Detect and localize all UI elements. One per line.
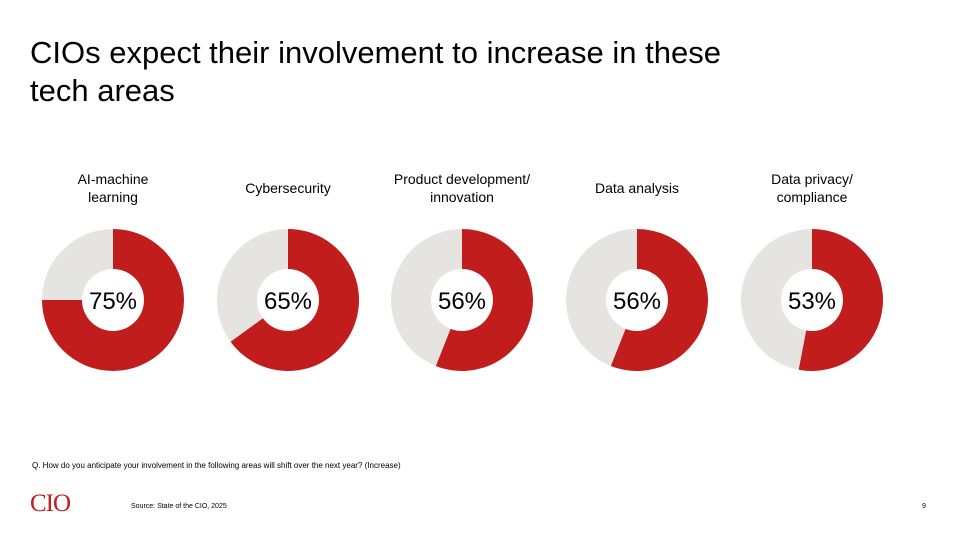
donut-remainder-slice (741, 229, 812, 370)
donut-value-slice (610, 229, 708, 371)
donut-chart-2: Cybersecurity 65% (208, 160, 368, 380)
donut-value-label: 56% (613, 288, 661, 315)
donut-category-label: Cybersecurity (245, 180, 331, 196)
donut-svg: 56% (391, 229, 533, 371)
donut-remainder-slice (566, 229, 637, 367)
donut-category-label: Data privacy/ compliance (771, 171, 853, 205)
donut-value-label: 56% (438, 288, 486, 315)
donut-chart-1: AI-machine learning 75% (33, 160, 193, 380)
survey-question: Q. How do you anticipate your involvemen… (32, 461, 401, 470)
donut-category-label: AI-machine learning (77, 171, 149, 205)
donut-chart-4: Data analysis 56% (557, 160, 717, 380)
donut-svg: 65% (217, 229, 359, 371)
donut-svg: 53% (741, 229, 883, 371)
cio-logo: CIO (30, 490, 71, 517)
donut-remainder-slice (391, 229, 462, 367)
donut-chart-5: Data privacy/ compliance 53% (732, 160, 892, 380)
donut-category-label: Data analysis (594, 180, 680, 196)
donut-value-slice (798, 229, 883, 371)
donut-value-label: 75% (89, 288, 137, 315)
donut-chart-3: Product development/ innovation 56% (382, 160, 542, 380)
page-number: 9 (922, 503, 926, 510)
donut-value-slice (230, 229, 359, 371)
donut-remainder-slice (217, 229, 288, 342)
donut-svg: 56% (566, 229, 708, 371)
donut-value-slice (435, 229, 533, 371)
donut-remainder-slice (42, 229, 113, 300)
donut-value-label: 65% (264, 288, 312, 315)
donut-svg: 75% (42, 229, 184, 371)
donut-value-label: 53% (788, 288, 836, 315)
slide-title: CIOs expect their involvement to increas… (30, 35, 721, 108)
source-note: Source: State of the CIO, 2025 (131, 503, 227, 510)
donut-value-slice (42, 229, 184, 371)
donut-category-label: Product development/ innovation (393, 171, 531, 205)
